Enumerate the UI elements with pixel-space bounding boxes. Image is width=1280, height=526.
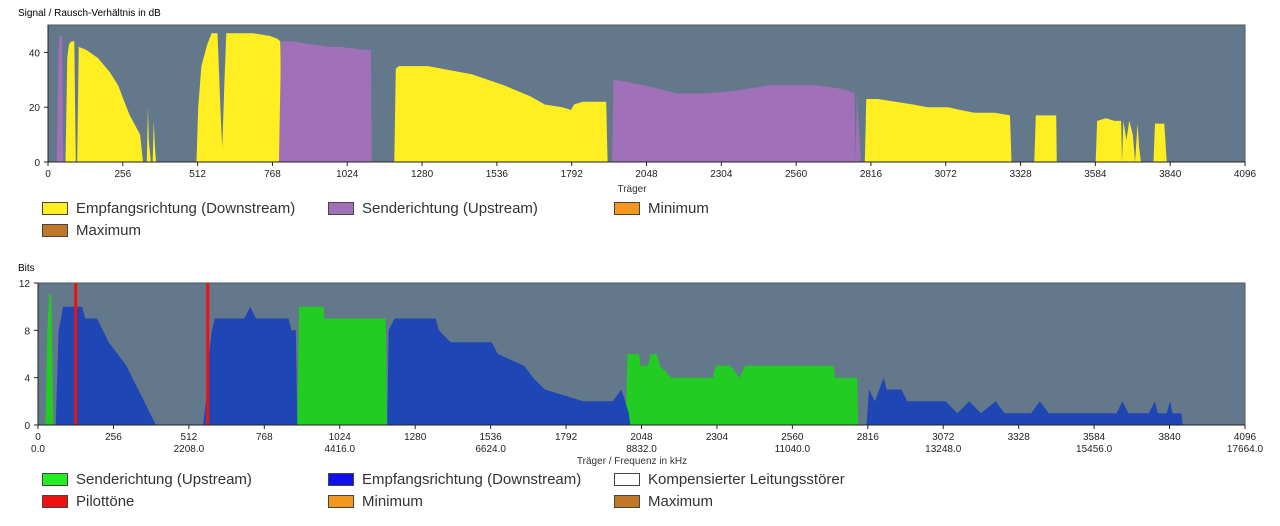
legend-label: Senderichtung (Upstream): [362, 200, 538, 217]
x-tick-label: 1024: [329, 432, 352, 443]
legend-item-minimum[interactable]: Minimum: [328, 492, 423, 512]
y-tick-label: 8: [24, 326, 30, 337]
legend-item-downstream[interactable]: Empfangsrichtung (Downstream): [42, 199, 295, 219]
frequency-tick-label: 17664.0: [1227, 444, 1264, 455]
x-tick-label: 3072: [932, 432, 955, 443]
x-tick-label: 1792: [555, 432, 578, 443]
x-tick-label: 256: [105, 432, 122, 443]
y-tick-label: 0: [24, 421, 30, 432]
x-tick-label: 2304: [706, 432, 729, 443]
x-tick-label: 3840: [1158, 432, 1181, 443]
snr-plot-area: 0 256 512 768 1024 1280 1536 1792 2048 2304 2560 28…: [29, 24, 1257, 180]
x-tick-label: 768: [256, 432, 273, 443]
legend-item-line-noise[interactable]: Kompensierter Leitungsstörer: [614, 470, 845, 490]
snr-ylabel: Signal / Rausch-Verhältnis in dB: [18, 8, 161, 19]
y-tick-label: 20: [29, 103, 41, 114]
swatch: [328, 201, 354, 215]
x-tick-label: 512: [189, 169, 206, 180]
x-tick-label: 2816: [860, 169, 883, 180]
x-tick-label: 2304: [710, 169, 733, 180]
x-tick-label: 2048: [630, 432, 653, 443]
x-tick-label: 3840: [1159, 169, 1182, 180]
legend-label: Kompensierter Leitungsstörer: [648, 471, 845, 488]
frequency-tick-label: 6624.0: [475, 444, 506, 455]
snr-xlabel: Träger: [617, 184, 647, 195]
bits-ylabel: Bits: [18, 263, 35, 274]
swatch: [328, 472, 354, 486]
x-tick-label: 1280: [411, 169, 434, 180]
legend-item-minimum[interactable]: Minimum: [614, 199, 709, 219]
y-tick-label: 0: [34, 158, 40, 169]
legend-label: Senderichtung (Upstream): [76, 471, 252, 488]
swatch: [42, 223, 68, 237]
frequency-tick-label: 0.0: [31, 444, 45, 455]
series-area: [55, 306, 1183, 425]
legend-item-maximum[interactable]: Maximum: [42, 221, 141, 241]
frequency-tick-label: 11040.0: [775, 444, 811, 455]
y-tick-label: 4: [24, 374, 30, 385]
frequency-tick-label: 8832.0: [626, 444, 657, 455]
x-tick-label: 0: [45, 169, 51, 180]
legend-item-pilot-tones[interactable]: Pilottöne: [42, 492, 134, 512]
legend-label: Pilottöne: [76, 493, 135, 510]
x-tick-label: 3328: [1008, 432, 1031, 443]
x-tick-label: 768: [264, 169, 281, 180]
x-tick-label: 3584: [1083, 432, 1106, 443]
x-tick-label: 0: [35, 432, 41, 443]
x-tick-label: 1536: [486, 169, 509, 180]
x-tick-label: 1024: [336, 169, 359, 180]
series-area: [65, 33, 1167, 163]
legend-label: Empfangsrichtung (Downstream): [76, 200, 296, 217]
legend-label: Minimum: [362, 493, 423, 510]
legend-item-maximum[interactable]: Maximum: [614, 492, 713, 512]
swatch: [614, 494, 640, 508]
frequency-tick-label: 2208.0: [174, 444, 205, 455]
swatch: [328, 494, 354, 508]
x-tick-label: 1792: [561, 169, 584, 180]
legend-label: Empfangsrichtung (Downstream): [362, 471, 582, 488]
x-tick-label: 3328: [1009, 169, 1032, 180]
bits-xlabel: Träger / Frequenz in kHz: [577, 456, 687, 467]
series-area: [56, 36, 862, 162]
swatch: [42, 472, 68, 486]
legend-label: Maximum: [648, 493, 714, 510]
legend-label: Minimum: [648, 200, 709, 217]
bits-chart: Bits 0 256 512 768 1024 1280 1536 1792 2048 2304 2…: [18, 263, 1264, 467]
legend-item-upstream[interactable]: Senderichtung (Upstream): [328, 199, 538, 219]
bits-legend: Senderichtung (Upstream) Empfangsrichtun…: [0, 470, 1280, 514]
frequency-tick-label: 13248.0: [925, 444, 962, 455]
snr-legend: Empfangsrichtung (Downstream) Sendericht…: [0, 199, 1280, 243]
swatch: [42, 494, 68, 508]
swatch: [614, 472, 640, 486]
x-tick-label: 2048: [635, 169, 658, 180]
x-tick-label: 2560: [781, 432, 804, 443]
legend-item-upstream[interactable]: Senderichtung (Upstream): [42, 470, 252, 490]
series-area: [45, 294, 859, 425]
x-tick-label: 1536: [480, 432, 503, 443]
legend-label: Maximum: [76, 222, 142, 239]
x-tick-label: 3072: [935, 169, 958, 180]
y-tick-label: 40: [29, 48, 41, 59]
legend-item-downstream[interactable]: Empfangsrichtung (Downstream): [328, 470, 581, 490]
swatch: [42, 201, 68, 215]
swatch: [614, 201, 640, 215]
bits-plot-area: 0 256 512 768 1024 1280 1536 1792 2048 2304 2560 28…: [19, 279, 1264, 455]
x-tick-label: 2560: [785, 169, 808, 180]
snr-chart: Signal / Rausch-Verhältnis in dB 0 256 512…: [18, 8, 1257, 195]
frequency-tick-label: 15456.0: [1076, 444, 1113, 455]
x-tick-label: 2816: [857, 432, 880, 443]
x-tick-label: 512: [181, 432, 198, 443]
x-tick-label: 3584: [1084, 169, 1107, 180]
x-tick-label: 256: [114, 169, 131, 180]
x-tick-label: 4096: [1234, 432, 1257, 443]
frequency-tick-label: 4416.0: [324, 444, 355, 455]
x-tick-label: 4096: [1234, 169, 1257, 180]
x-tick-label: 1280: [404, 432, 427, 443]
y-tick-label: 12: [19, 279, 31, 290]
